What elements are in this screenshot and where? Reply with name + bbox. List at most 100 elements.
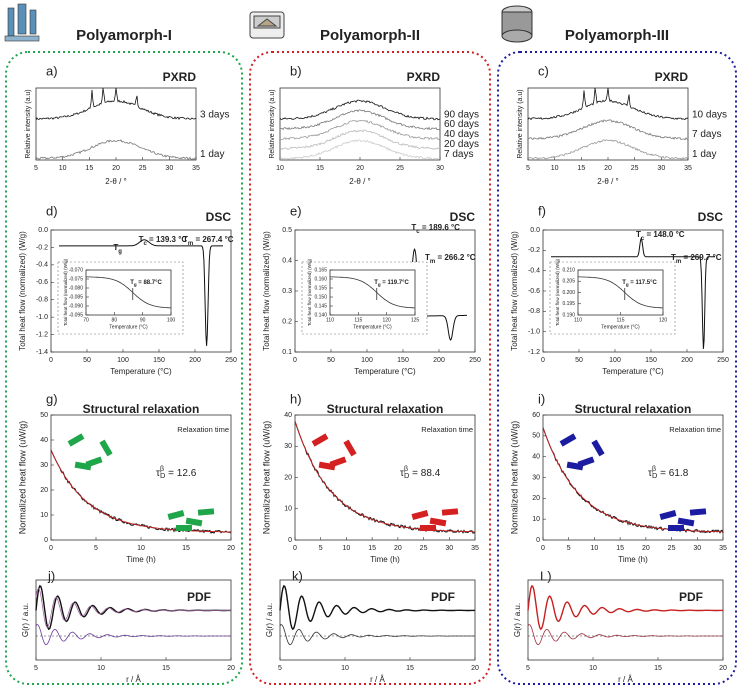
x-tick-label: 0	[293, 545, 297, 552]
molecule-icon	[677, 517, 695, 527]
y-tick-label: 0.210	[562, 267, 575, 273]
molecule-icon	[441, 508, 459, 516]
x-tick-label: 100	[361, 357, 373, 364]
value: = 269.7 °C	[681, 253, 722, 262]
x-tick-label: 10	[591, 545, 599, 552]
value: = 266.2 °C	[435, 253, 476, 262]
x-tick-label: 125	[411, 317, 420, 323]
curve-label: 7 days	[444, 149, 473, 160]
x-tick-label: 115	[617, 317, 625, 323]
curve-label: 1 day	[692, 149, 716, 160]
y-tick-label: 40	[532, 454, 540, 461]
panel-title: Structural relaxation	[327, 402, 444, 416]
plot-frame	[527, 579, 724, 661]
y-tick-label: 50	[40, 412, 48, 419]
x-tick-label: 5	[526, 165, 530, 172]
y-tick-label: -0.6	[528, 288, 540, 295]
panel-label: d)	[46, 203, 58, 218]
x-tick-label: 5	[94, 545, 98, 552]
trace	[542, 427, 724, 533]
x-tick-label: 30	[693, 545, 701, 552]
x-axis-label: r / Å	[618, 675, 633, 684]
subscript: D	[652, 471, 658, 480]
column-box	[249, 51, 491, 685]
panel-title: PXRD	[163, 70, 197, 84]
x-tick-label: 50	[575, 357, 583, 364]
y-tick-label: 0.0	[38, 227, 48, 234]
x-axis-label: Time (h)	[618, 555, 648, 564]
x-tick-label: 25	[396, 165, 404, 172]
panel-label: h)	[290, 391, 302, 406]
value: = 117.5°C	[629, 280, 658, 286]
panel-label: c)	[538, 63, 549, 78]
y-axis-label: Total heat flow (normalized) (W/g)	[307, 258, 312, 326]
y-tick-label: -1.2	[36, 331, 48, 338]
y-tick-label: -0.6	[36, 279, 48, 286]
y-tick-label: 0.140	[314, 312, 327, 318]
trace	[279, 624, 475, 646]
subscript: m	[430, 259, 435, 265]
symbol: T	[671, 253, 676, 262]
curve-label: 90 days	[444, 109, 479, 120]
x-tick-label: 100	[167, 317, 176, 323]
x-tick-label: 10	[276, 165, 284, 172]
y-tick-label: 0.145	[314, 303, 327, 309]
plot-frame	[279, 579, 476, 661]
molecule-icon	[343, 439, 357, 457]
y-tick-label: 50	[532, 433, 540, 440]
y-tick-label: 0.3	[282, 288, 292, 295]
value: = 88.7°C	[137, 280, 163, 286]
trace	[279, 129, 441, 151]
y-tick-label: 10	[532, 516, 540, 523]
symbol: T	[113, 243, 118, 252]
value: = 189.6 °C	[420, 223, 461, 232]
molecule-icon	[411, 510, 429, 520]
panel-subtitle: Relaxation time	[669, 425, 721, 434]
x-tick-label: 70	[83, 317, 89, 323]
x-tick-label: 15	[316, 165, 324, 172]
x-tick-label: 25	[668, 545, 676, 552]
value: = 61.8	[657, 468, 688, 479]
x-tick-label: 150	[645, 357, 657, 364]
column-title: Polyamorph-III	[565, 27, 669, 44]
trace	[527, 624, 723, 646]
y-tick-label: -1.4	[36, 349, 48, 356]
y-tick-label: -1.2	[528, 349, 540, 356]
inset-box	[301, 261, 428, 335]
y-tick-label: 0.200	[562, 290, 575, 296]
curve-label: 20 days	[444, 139, 479, 150]
x-tick-label: 15	[85, 165, 93, 172]
x-tick-label: 0	[293, 357, 297, 364]
x-tick-label: 10	[341, 665, 349, 672]
value: = 139.3 °C	[147, 235, 188, 244]
x-tick-label: 20	[642, 545, 650, 552]
superscript: β	[652, 466, 656, 473]
x-tick-label: 110	[326, 317, 334, 323]
panel-title: Structural relaxation	[575, 402, 692, 416]
y-axis-label: Total heat flow (normalized) (W/g)	[555, 258, 560, 326]
inset-box	[57, 261, 184, 335]
y-tick-label: 0.5	[282, 227, 292, 234]
x-tick-label: 115	[354, 317, 362, 323]
y-tick-label: -0.095	[69, 312, 83, 318]
curve-label: 3 days	[200, 109, 229, 120]
molecule-icon	[67, 433, 85, 447]
x-tick-label: 250	[469, 357, 481, 364]
value: = 267.4 °C	[193, 235, 234, 244]
trace	[35, 87, 197, 121]
panel-subtitle: Relaxation time	[421, 425, 473, 434]
trace	[35, 139, 197, 161]
plot-frame	[329, 269, 416, 316]
trace	[527, 139, 689, 160]
x-tick-label: 10	[551, 165, 559, 172]
x-axis-label: Temperature (°C)	[353, 324, 392, 330]
x-tick-label: 100	[609, 357, 621, 364]
x-axis-label: Temperature (°C)	[601, 324, 640, 330]
panel-label: a)	[46, 63, 58, 78]
molecule-icon	[197, 508, 215, 516]
trace	[330, 276, 415, 309]
x-axis-label: r / Å	[126, 675, 141, 684]
y-axis-label: Normalized heat flow (uW/g)	[17, 421, 27, 535]
x-tick-label: 20	[604, 165, 612, 172]
x-tick-label: 5	[278, 665, 282, 672]
